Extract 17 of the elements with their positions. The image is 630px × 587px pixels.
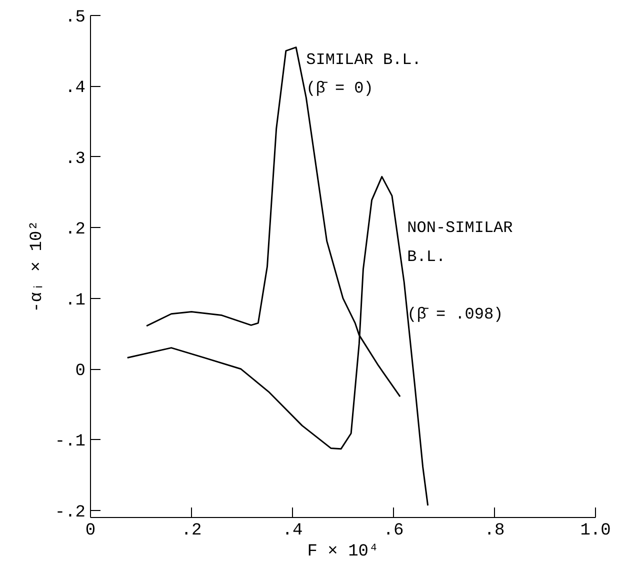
text: NON-SIMILAR B.L. (β̄ = .098)	[407, 219, 513, 324]
y-tick-label: .3	[65, 150, 86, 169]
x-axis-title: F × 10⁴	[307, 542, 379, 562]
x-tick-label: .4	[282, 522, 303, 540]
y-tick-label: 0	[75, 362, 86, 382]
y-tick-label: .5	[65, 8, 86, 28]
y-tick-label: .2	[65, 220, 86, 240]
y-axis-title: -αᵢ × 10²	[28, 220, 47, 312]
series-label: SIMILAR B.L. (β̄ = 0)	[306, 50, 422, 98]
y-tick-label: -.2	[54, 503, 86, 522]
y-tick-label: .4	[65, 79, 86, 98]
x-tick-label: .8	[484, 522, 505, 540]
x-tick-label: .6	[383, 522, 404, 540]
y-tick-label: -.1	[54, 432, 86, 452]
y-tick-label: .1	[65, 291, 86, 310]
x-tick-label: 1.0	[580, 522, 611, 540]
x-tick-label: .2	[181, 522, 202, 540]
